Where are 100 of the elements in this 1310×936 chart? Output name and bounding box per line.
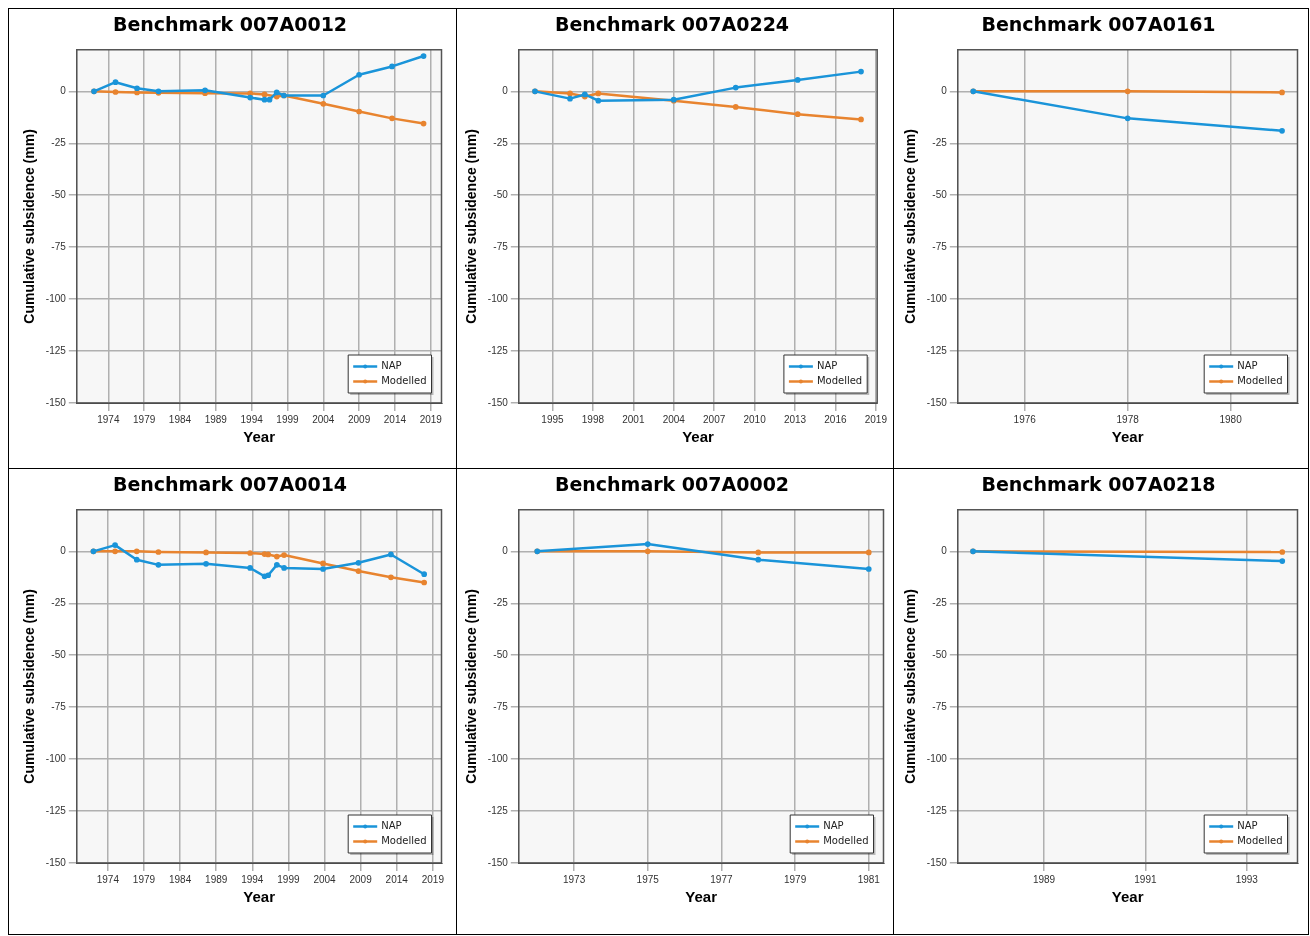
y-tick-label: -125	[45, 804, 66, 816]
legend-label: Modelled	[380, 835, 427, 847]
x-tick-label: 1984	[168, 873, 192, 885]
x-tick-label: 1999	[275, 413, 299, 425]
x-tick-label: 1994	[240, 413, 263, 425]
x-tick-label: 2010	[743, 413, 767, 425]
x-axis-title: Year	[242, 888, 275, 906]
y-tick-label: -125	[926, 804, 947, 816]
x-tick-label: 1979	[783, 873, 807, 885]
legend-label: NAP	[380, 820, 402, 832]
y-tick-label: -100	[487, 292, 509, 304]
chart-title: Benchmark 007A0014	[112, 473, 347, 496]
y-tick-label: -150	[926, 856, 947, 868]
y-tick-label: 0	[502, 545, 509, 557]
y-tick-label: -75	[50, 700, 66, 712]
x-tick-label: 2014	[383, 413, 406, 425]
y-tick-label: -150	[487, 856, 509, 868]
legend-label: Modelled	[823, 835, 869, 847]
x-tick-label: 1978	[1116, 413, 1139, 425]
x-axis-title: Year	[242, 428, 275, 446]
x-tick-label: 2013	[783, 413, 807, 425]
y-tick-label: -100	[926, 752, 947, 764]
y-tick-label: -50	[50, 648, 66, 660]
y-tick-label: -150	[487, 396, 509, 408]
y-axis-title: Cumulative subsidence (mm)	[901, 129, 918, 324]
y-tick-label: -125	[487, 804, 509, 816]
y-tick-label: -100	[926, 292, 947, 304]
y-tick-label: -125	[45, 344, 66, 356]
y-tick-label: -75	[493, 700, 509, 712]
chart-title: Benchmark 007A0002	[554, 473, 790, 496]
legend-label: Modelled	[1236, 835, 1283, 847]
y-tick-label: -25	[50, 137, 66, 149]
x-tick-label: 1994	[240, 873, 264, 885]
x-tick-label: 1993	[1235, 873, 1258, 885]
y-tick-label: -150	[926, 396, 947, 408]
y-tick-label: -50	[493, 188, 509, 200]
y-tick-label: -50	[50, 188, 66, 200]
y-tick-label: 0	[940, 545, 947, 557]
legend-label: Modelled	[380, 375, 427, 387]
y-tick-label: -100	[45, 292, 66, 304]
x-tick-label: 2009	[347, 413, 371, 425]
x-tick-label: 2009	[348, 873, 372, 885]
x-tick-label: 1975	[636, 873, 660, 885]
y-tick-label: -50	[931, 188, 947, 200]
y-tick-label: -75	[931, 240, 947, 252]
y-tick-label: -125	[926, 344, 947, 356]
y-tick-label: -75	[931, 700, 947, 712]
y-axis-title: Cumulative subsidence (mm)	[463, 589, 480, 784]
y-tick-label: 0	[502, 85, 509, 97]
y-axis-title: Cumulative subsidence (mm)	[901, 589, 918, 784]
x-axis-title: Year	[685, 888, 718, 906]
legend-label: NAP	[816, 360, 838, 372]
x-tick-label: 1977	[710, 873, 733, 885]
legend-label: NAP	[380, 360, 402, 372]
y-axis-title: Cumulative subsidence (mm)	[20, 589, 37, 784]
x-tick-label: 1989	[204, 873, 228, 885]
x-tick-label: 2019	[864, 413, 888, 425]
x-tick-label: 2004	[311, 413, 335, 425]
y-tick-label: -150	[45, 396, 66, 408]
legend-label: NAP	[823, 820, 844, 832]
x-tick-label: 2004	[312, 873, 336, 885]
legend-label: NAP	[1236, 820, 1258, 832]
y-tick-label: -75	[50, 240, 66, 252]
x-tick-label: 1998	[581, 413, 605, 425]
x-tick-label: 2016	[824, 413, 847, 425]
y-tick-label: -125	[487, 344, 509, 356]
x-tick-label: 1976	[1013, 413, 1036, 425]
y-tick-label: 0	[59, 85, 66, 97]
y-tick-label: -50	[931, 648, 947, 660]
y-tick-label: 0	[940, 85, 947, 97]
chart-title: Benchmark 007A0224	[554, 13, 790, 36]
chart-title: Benchmark 007A0012	[112, 13, 347, 36]
y-tick-label: -25	[931, 137, 947, 149]
y-tick-label: -75	[493, 240, 509, 252]
x-tick-label: 1991	[1133, 873, 1157, 885]
y-tick-label: -25	[493, 137, 509, 149]
x-tick-label: 1989	[204, 413, 227, 425]
y-tick-label: -100	[45, 752, 66, 764]
y-tick-label: -150	[45, 856, 66, 868]
x-tick-label: 1999	[276, 873, 300, 885]
y-tick-label: -25	[931, 597, 947, 609]
chart-title: Benchmark 007A0218	[980, 473, 1216, 496]
x-tick-label: 1984	[168, 413, 192, 425]
y-tick-label: -25	[50, 597, 66, 609]
x-tick-label: 1974	[96, 873, 119, 885]
legend-label: Modelled	[1236, 375, 1283, 387]
legend-label: NAP	[1236, 360, 1258, 372]
x-tick-label: 1981	[857, 873, 881, 885]
y-axis-title: Cumulative subsidence (mm)	[20, 129, 37, 324]
x-tick-label: 2007	[703, 413, 726, 425]
x-tick-label: 1995	[541, 413, 565, 425]
x-axis-title: Year	[682, 428, 715, 446]
legend-label: Modelled	[816, 375, 863, 387]
y-tick-label: -100	[487, 752, 509, 764]
x-axis-title: Year	[1111, 888, 1144, 906]
x-tick-label: 2014	[385, 873, 408, 885]
x-tick-label: 1989	[1032, 873, 1056, 885]
x-tick-label: 1979	[132, 873, 156, 885]
x-tick-label: 2004	[662, 413, 686, 425]
y-axis-title: Cumulative subsidence (mm)	[463, 129, 480, 324]
